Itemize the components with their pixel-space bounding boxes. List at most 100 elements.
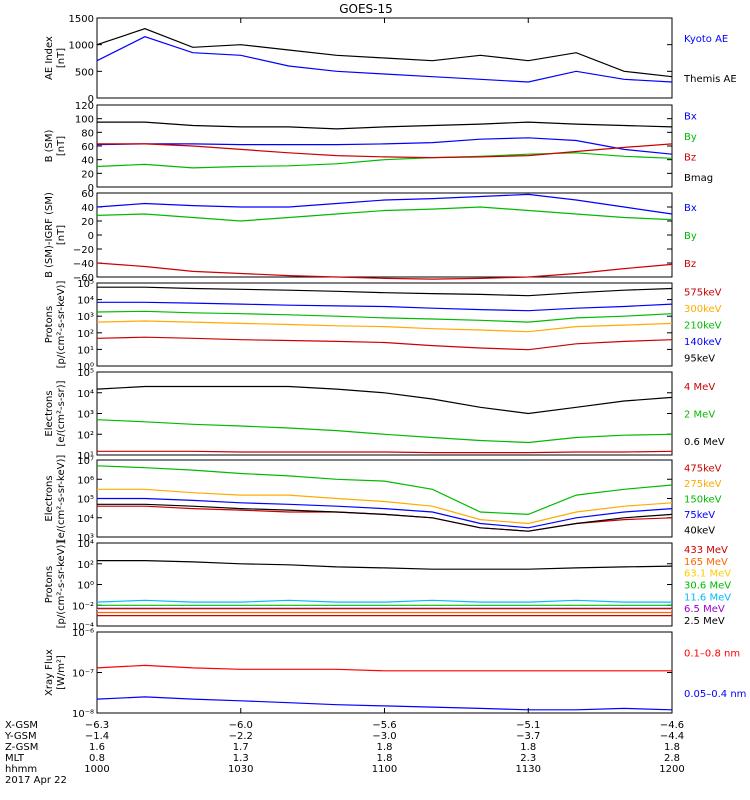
x-axis-value: 1100	[372, 764, 397, 775]
y-axis-label: [e/(cm²-s-sr)]	[56, 380, 67, 446]
panel-4: 10⁵ 10⁴ 10³ 10² 10¹ 10⁰ Protons [p/(cm²-s-sr-ke…	[44, 279, 722, 373]
y-tick-label: 10⁵	[77, 368, 94, 379]
legend-entry: 63.1 MeV	[684, 569, 731, 580]
y-axis-label: [nT]	[56, 136, 67, 156]
y-tick-label: 20	[81, 217, 94, 228]
y-tick-label: 60	[81, 142, 94, 153]
x-axis-value: −4.6	[660, 720, 684, 731]
series-line	[96, 310, 673, 323]
series-line	[96, 385, 673, 415]
y-tick-label: 10²	[77, 329, 94, 340]
y-tick-label: 10¹	[77, 345, 94, 356]
y-axis-label: [W/m²]	[56, 655, 67, 690]
y-tick-label: 10³	[77, 533, 94, 544]
y-tick-label: 1000	[69, 41, 94, 52]
panel-2: 120 100 80 60 40 20 0 B (SM) [nT] Bx By Bz Bmag	[44, 101, 713, 194]
legend-entry: By	[684, 132, 697, 143]
y-tick-label: 10⁵	[77, 495, 94, 506]
x-axis-value: 1130	[516, 764, 541, 775]
legend-entry: 11.6 MeV	[684, 592, 731, 603]
y-tick-label: 10⁻⁸	[72, 709, 94, 720]
y-axis-label: [p/(cm²-s-sr-keV)]	[56, 541, 67, 629]
x-axis-value: 2.3	[520, 753, 536, 764]
legend-entry: 2.5 MeV	[684, 616, 725, 627]
x-axis-row-label: hhmm	[5, 764, 37, 775]
y-tick-label: 10⁴	[77, 296, 94, 307]
series-line	[97, 301, 673, 312]
x-axis-value: 1000	[84, 764, 109, 775]
series-line	[96, 206, 673, 222]
x-axis-value: 0.8	[89, 753, 105, 764]
series-line	[96, 137, 673, 155]
y-tick-label: 0	[88, 231, 94, 242]
legend-entry: 150keV	[684, 495, 722, 506]
y-tick-label: −60	[73, 273, 94, 284]
y-tick-label: 10⁷	[77, 456, 94, 467]
y-tick-label: −20	[73, 245, 94, 256]
date-label: 2017 Apr 22	[5, 775, 67, 786]
legend-entry: 433 MeV	[684, 545, 728, 556]
y-axis-label: Protons	[44, 306, 55, 343]
y-axis-label: Electrons	[44, 390, 55, 436]
x-axis-value: 1.8	[377, 753, 393, 764]
legend-entry: 2 MeV	[684, 410, 715, 421]
y-axis-label: Electrons	[44, 475, 55, 521]
series-line	[97, 488, 673, 525]
series-line	[96, 262, 673, 280]
x-axis-row-label: Y-GSM	[4, 731, 37, 742]
series-line	[96, 664, 672, 672]
x-axis-value: −5.6	[372, 720, 396, 731]
panel-5: 10⁵ 10⁴ 10³ 10² 10¹ Electrons [e/(cm²-s-sr)] 4 …	[44, 368, 725, 462]
x-axis-value: −6.0	[229, 720, 253, 731]
y-axis-label: AE Index	[44, 36, 55, 80]
legend-entry: Bz	[684, 259, 696, 270]
y-axis-label: [p/(cm²-s-sr-keV)]	[56, 281, 67, 369]
series-line	[96, 28, 673, 78]
legend-entry: 40keV	[684, 525, 715, 536]
panel-frame	[96, 371, 673, 456]
y-tick-label: 100	[75, 115, 94, 126]
legend-entry: 275keV	[684, 479, 722, 490]
x-axis-value: −4.4	[660, 731, 684, 742]
series-line	[97, 143, 673, 159]
x-axis-row-label: Z-GSM	[5, 742, 38, 753]
legend-entry: 0.6 MeV	[684, 437, 725, 448]
y-tick-label: 120	[75, 101, 94, 112]
series-line	[97, 505, 673, 532]
y-tick-label: 0	[88, 94, 94, 105]
legend-entry: 0.1–0.8 nm	[684, 648, 740, 659]
panel-frame	[96, 459, 673, 538]
x-axis-value: 1.8	[377, 742, 393, 753]
series-line	[96, 193, 673, 215]
panel-3: 60 40 20 0 −20 −40 −60 B (SM)-IGRF (SM) [nT] Bx By…	[44, 189, 697, 284]
series-line	[96, 152, 673, 169]
x-axis-row-label: MLT	[5, 753, 25, 764]
y-tick-label: −40	[73, 259, 94, 270]
x-axis-value: −2.2	[229, 731, 253, 742]
y-axis-label: Protons	[44, 566, 55, 603]
series-line	[96, 696, 673, 711]
y-axis-label: B (SM)	[44, 129, 55, 162]
y-axis-label: Xray Flux	[44, 649, 55, 696]
legend-entry: Kyoto AE	[684, 34, 728, 45]
legend-entry: Themis AE	[683, 74, 737, 85]
y-tick-label: 10⁻⁶	[72, 628, 94, 639]
x-axis-value: 1.3	[233, 753, 249, 764]
series-line	[97, 450, 673, 454]
legend-entry: 575keV	[684, 287, 722, 298]
y-tick-label: 1500	[69, 14, 94, 25]
y-tick-label: 10²	[77, 430, 94, 441]
y-tick-label: 10⁻⁷	[72, 669, 94, 680]
legend-entry: 165 MeV	[684, 557, 728, 568]
legend-entry: By	[684, 231, 697, 242]
series-line	[96, 599, 672, 603]
y-tick-label: 10²	[77, 560, 94, 571]
y-tick-label: 10⁴	[77, 389, 94, 400]
x-axis-value: 1.8	[664, 742, 680, 753]
legend-entry: 475keV	[684, 464, 722, 475]
y-tick-label: 10¹	[77, 451, 94, 462]
x-axis-value: 2.8	[664, 753, 680, 764]
panel-6: 10⁷ 10⁶ 10⁵ 10⁴ 10³ Electrons [e/(cm²-s-sr-keV…	[44, 455, 722, 544]
panel-frame	[96, 542, 673, 627]
